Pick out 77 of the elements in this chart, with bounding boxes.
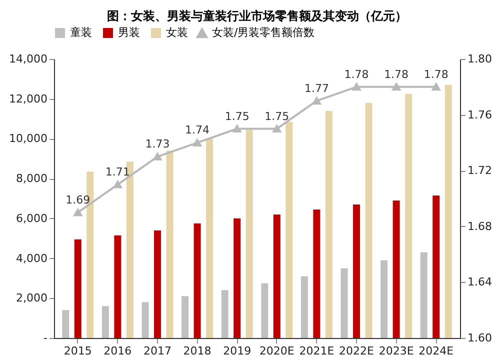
bar: [234, 218, 241, 338]
bar: [114, 235, 122, 338]
y-tick-label: 14,000: [9, 52, 48, 66]
point: [392, 83, 400, 91]
data-label: 1.73: [145, 138, 170, 151]
y-tick-label: 2,000: [16, 292, 48, 305]
point: [193, 138, 202, 146]
point: [312, 97, 321, 105]
bar: [300, 276, 308, 338]
y2-tick-label: 1.72: [468, 164, 492, 178]
bar: [102, 306, 109, 338]
y2-tick-label: 1.60: [468, 332, 492, 344]
bar: [444, 84, 452, 338]
y-tick-label: 12,000: [9, 92, 48, 106]
bar: [142, 302, 149, 338]
bar: [206, 138, 214, 338]
x-tick-label: 2022E: [339, 344, 374, 358]
y-tick-label: 6,000: [16, 212, 48, 225]
bar: [365, 102, 372, 338]
point: [114, 180, 122, 188]
bar: [340, 268, 348, 338]
bar: [154, 230, 161, 338]
bar: [221, 290, 228, 338]
bar: [286, 122, 293, 338]
bar: [194, 223, 201, 338]
point: [352, 83, 361, 91]
bar: [432, 196, 440, 338]
data-label: 1.77: [304, 82, 329, 95]
x-tick-label: 2016: [104, 344, 132, 358]
x-tick-label: 2017: [143, 344, 172, 358]
y2-tick-label: 1.76: [468, 108, 492, 122]
legend-label: 男装: [118, 26, 140, 39]
bar: [313, 209, 320, 338]
data-label: 1.75: [224, 110, 250, 123]
chart-title: 图：女装、男装与童装行业市场零售额及其变动（亿元）: [107, 9, 407, 23]
y2-tick-label: 1.64: [468, 276, 492, 289]
bar: [246, 130, 253, 338]
bar: [325, 110, 332, 338]
y2-tick-label: 1.68: [468, 220, 492, 233]
data-label: 1.78: [344, 68, 369, 81]
x-tick-label: 2021E: [299, 344, 334, 358]
data-label: 1.75: [264, 110, 290, 123]
data-label: 1.78: [424, 68, 448, 81]
point: [432, 83, 440, 91]
x-tick-label: 2018: [183, 344, 212, 358]
x-tick-label: 2015: [64, 344, 92, 358]
x-tick-label: 2020E: [259, 344, 294, 358]
bar: [166, 150, 174, 338]
x-tick-label: 2019: [223, 344, 252, 358]
bar: [74, 239, 82, 338]
bar: [405, 94, 412, 338]
y-tick-label: 4,000: [16, 252, 48, 265]
y2-tick-label: 1.80: [468, 52, 492, 66]
x-tick-label: 2023E: [378, 344, 414, 358]
point: [232, 125, 242, 132]
y-tick-label: 10,000: [9, 132, 48, 146]
data-label: 1.69: [66, 193, 90, 206]
bar: [62, 310, 70, 338]
legend-label: 童装: [70, 26, 92, 39]
point: [153, 152, 162, 160]
data-label: 1.71: [105, 166, 130, 179]
bar: [353, 204, 360, 338]
bar: [420, 252, 428, 338]
bar: [182, 296, 189, 338]
data-label: 1.78: [384, 68, 409, 81]
bar: [273, 214, 280, 338]
bar: [261, 283, 268, 338]
y-tick-label: 8,000: [16, 172, 48, 186]
bar: [380, 260, 388, 338]
point: [74, 208, 82, 216]
data-label: 1.74: [185, 124, 210, 137]
point: [272, 125, 282, 132]
legend-label: 女装/男装零售额倍数: [212, 26, 315, 39]
legend-label: 女装: [166, 26, 188, 39]
x-tick-label: 2024E: [418, 344, 454, 358]
bar: [392, 200, 400, 338]
y-tick-label: -: [44, 332, 48, 344]
